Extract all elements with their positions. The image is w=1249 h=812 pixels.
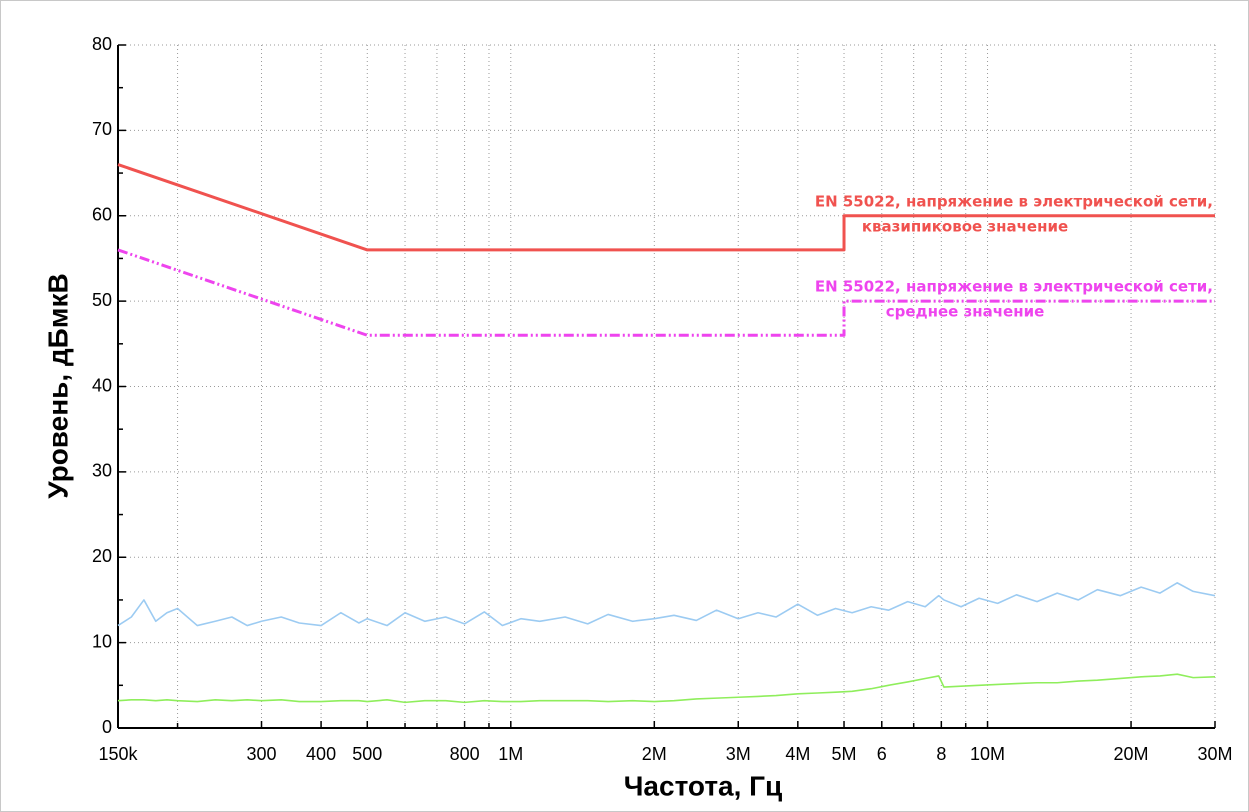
x-tick-label: 20M (1114, 744, 1149, 764)
series-label: квазипиковое значение (862, 217, 1068, 235)
y-tick-label: 40 (92, 375, 112, 395)
x-tick-label: 2M (642, 744, 667, 764)
series-label: EN 55022, напряжение в электрической сет… (815, 192, 1213, 210)
y-axis-label: Уровень, дБмкВ (42, 273, 73, 499)
x-tick-label: 10M (970, 744, 1005, 764)
series-line (117, 582, 1216, 627)
x-tick-label: 4M (785, 744, 810, 764)
y-tick-label: 60 (92, 205, 112, 225)
x-tick-label: 3M (726, 744, 751, 764)
x-tick-label: 5M (832, 744, 857, 764)
x-tick-label: 400 (306, 744, 336, 764)
y-tick-label: 10 (92, 631, 112, 651)
series-line (117, 248, 1215, 337)
x-tick-label: 8 (936, 744, 946, 764)
x-tick-label: 300 (246, 744, 276, 764)
y-tick-label: 50 (92, 290, 112, 310)
y-tick-label: 70 (92, 119, 112, 139)
y-tick-label: 20 (92, 546, 112, 566)
series-line (117, 163, 1215, 252)
x-tick-label: 800 (450, 744, 480, 764)
y-tick-label: 0 (102, 717, 112, 737)
x-axis-label: Частота, Гц (624, 770, 783, 801)
series-line (117, 673, 1216, 704)
x-tick-label: 150k (98, 744, 138, 764)
series-label: среднее значение (886, 303, 1045, 321)
x-tick-label: 1M (498, 744, 523, 764)
y-tick-label: 30 (92, 461, 112, 481)
x-tick-label: 6 (877, 744, 887, 764)
x-tick-label: 500 (352, 744, 382, 764)
series-label: EN 55022, напряжение в электрической сет… (815, 278, 1213, 296)
x-tick-label: 30M (1197, 744, 1232, 764)
y-tick-label: 80 (92, 34, 112, 54)
